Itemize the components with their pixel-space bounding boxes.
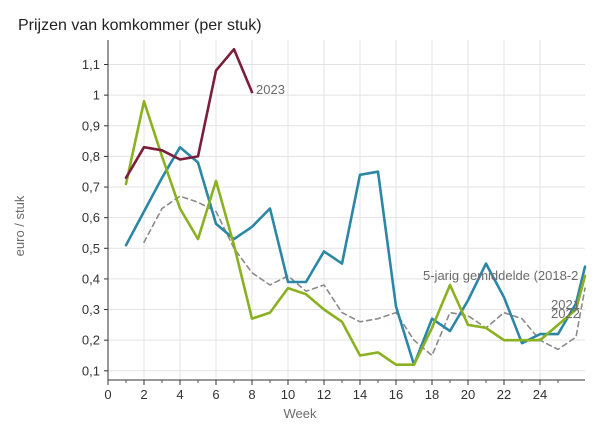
x-tick-label: 4 [176,387,183,402]
y-axis-label: euro / stuk [12,195,27,256]
series-label-5-jarig-gemiddelde-2018-2022: 5-jarig gemiddelde (2018-2 [423,268,578,283]
x-tick-label: 22 [497,387,511,402]
x-tick-label: 12 [317,387,331,402]
x-tick-label: 2 [140,387,147,402]
series-line-2023 [124,47,254,180]
x-tick-label: 16 [389,387,403,402]
y-tick-label: 0,8 [82,149,100,164]
x-tick-label: 10 [281,387,295,402]
y-axis-ticks: 0,1 0,2 0,3 0,4 0,5 0,6 0,7 0,8 0,9 1 1,1 [82,57,108,378]
series-line-5-jarig-gemiddelde-2018-2022 [143,195,586,357]
x-tick-label: 20 [461,387,475,402]
y-tick-label: 0,1 [82,363,100,378]
x-tick-label: 24 [533,387,547,402]
y-tick-label: 0,7 [82,180,100,195]
x-tick-label: 14 [353,387,367,402]
series-line-2021 [124,145,587,367]
x-tick-label: 18 [425,387,439,402]
x-tick-label: 8 [248,387,255,402]
y-tick-label: 0,9 [82,118,100,133]
series-label-2023: 2023 [256,82,285,97]
x-axis-label: Week [284,406,317,421]
series-label-2021: 2021 [551,297,580,312]
y-tick-label: 0,4 [82,271,100,286]
y-tick-label: 0,6 [82,210,100,225]
x-axis-ticks: 0 2 4 6 8 10 12 14 16 18 20 22 24 [104,380,559,402]
x-tick-label: 0 [104,387,111,402]
y-tick-label: 1,1 [82,57,100,72]
x-tick-label: 6 [212,387,219,402]
axes [107,40,585,381]
y-tick-label: 1 [93,88,100,103]
series-label-2022: 2022 [551,306,580,321]
series-line-2022 [124,100,587,367]
y-tick-label: 0,2 [82,333,100,348]
y-tick-label: 0,3 [82,302,100,317]
chart-title: Prijzen van komkommer (per stuk) [18,17,262,34]
series-lines [124,47,587,367]
y-tick-label: 0,5 [82,241,100,256]
